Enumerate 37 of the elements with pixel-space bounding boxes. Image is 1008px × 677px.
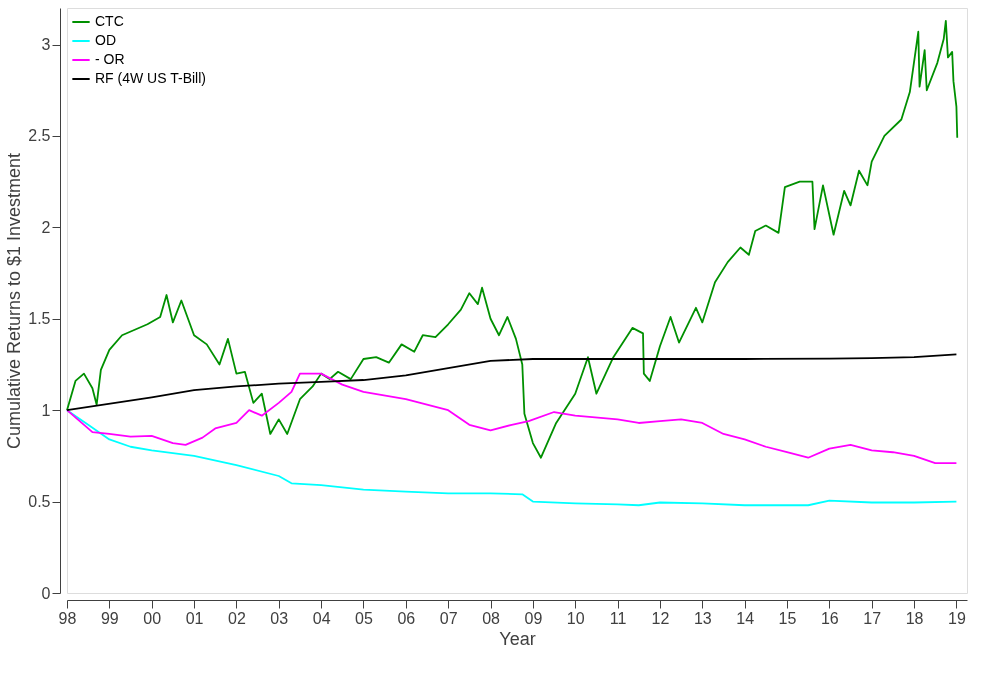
x-tick-label: 13 bbox=[693, 609, 712, 627]
x-tick-label: 07 bbox=[439, 609, 458, 627]
x-tick-label: 12 bbox=[651, 609, 670, 627]
x-tick-label: 05 bbox=[355, 609, 373, 627]
x-tick-label: 06 bbox=[397, 609, 416, 627]
x-tick-label: 00 bbox=[143, 609, 162, 627]
y-tick-label: 3 bbox=[41, 36, 51, 54]
x-tick-label: 15 bbox=[778, 609, 797, 627]
x-tick-label: 99 bbox=[100, 609, 119, 627]
y-tick-label: 2.5 bbox=[28, 127, 51, 145]
x-tick-label: 18 bbox=[905, 609, 924, 627]
x-axis-title: Year bbox=[499, 628, 536, 649]
x-tick-label: 19 bbox=[948, 609, 966, 627]
x-tick-label: 08 bbox=[482, 609, 501, 627]
x-tick-label: 16 bbox=[820, 609, 839, 627]
x-tick-label: 09 bbox=[524, 609, 543, 627]
x-tick-label: 17 bbox=[863, 609, 882, 627]
legend-label: CTC bbox=[95, 13, 124, 29]
x-tick-label: 98 bbox=[58, 609, 77, 627]
legend-label: OD bbox=[95, 32, 116, 48]
x-tick-label: 01 bbox=[185, 609, 204, 627]
x-tick-label: 03 bbox=[270, 609, 289, 627]
y-tick-label: 2 bbox=[41, 218, 51, 236]
y-tick-label: 1 bbox=[41, 401, 51, 419]
x-tick-label: 14 bbox=[736, 609, 755, 627]
y-tick-label: 1.5 bbox=[28, 310, 51, 328]
line-series bbox=[66, 372, 958, 465]
y-axis-title: Cumulative Returns to $1 Investment bbox=[4, 152, 25, 450]
y-tick-label: 0 bbox=[41, 584, 51, 602]
x-tick-label: 11 bbox=[609, 609, 627, 627]
x-tick-label: 10 bbox=[566, 609, 585, 627]
legend-label: - OR bbox=[95, 51, 125, 67]
y-tick-label: 0.5 bbox=[28, 493, 51, 511]
x-tick-label: 04 bbox=[312, 609, 331, 627]
x-tick-label: 02 bbox=[228, 609, 246, 627]
line-series bbox=[66, 353, 958, 412]
legend-label: RF (4W US T-Bill) bbox=[95, 70, 206, 86]
